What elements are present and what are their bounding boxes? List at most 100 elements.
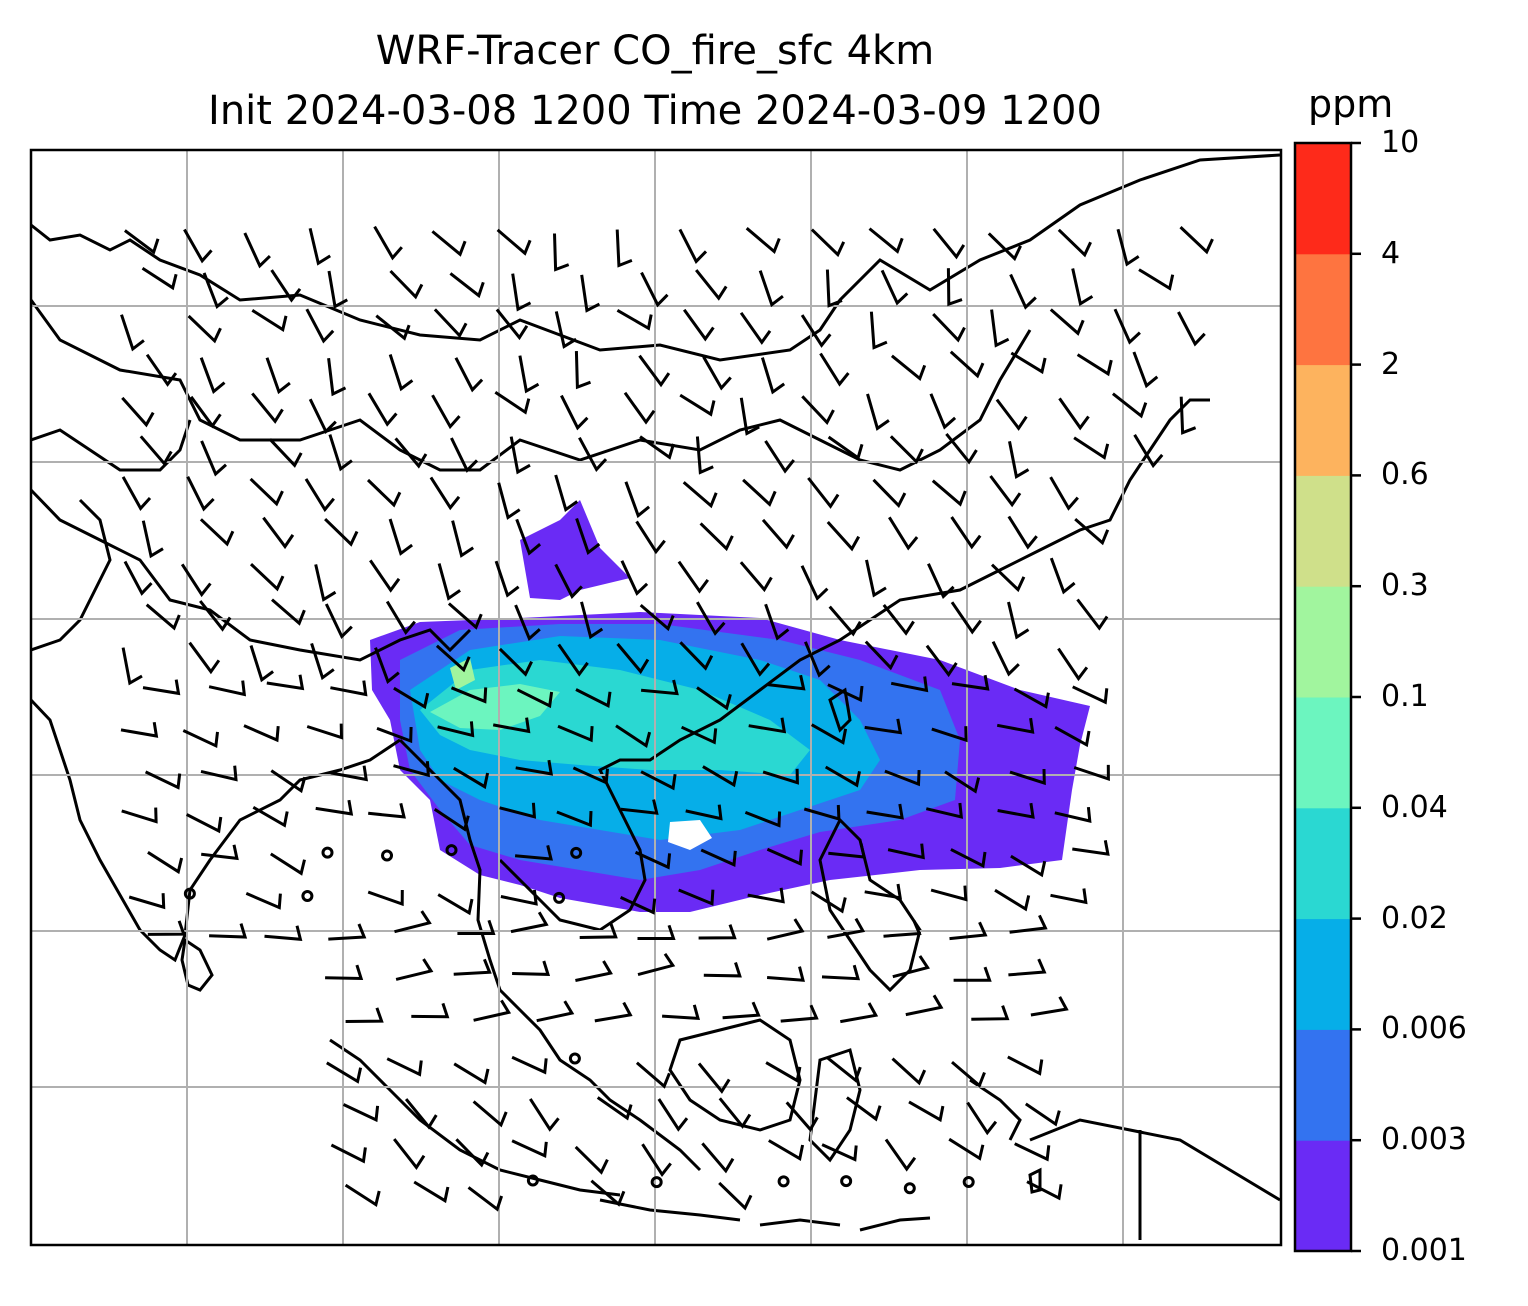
calm-wind-marker — [526, 1174, 539, 1187]
wind-barb — [766, 966, 805, 982]
wind-barb — [930, 885, 968, 902]
wind-barb — [1074, 517, 1110, 546]
wind-barb — [594, 1001, 633, 1023]
wind-barb — [304, 478, 335, 513]
wind-barb — [1132, 351, 1159, 389]
wind-barb — [243, 232, 271, 269]
wind-barb — [1030, 996, 1069, 1017]
wind-barb — [518, 355, 540, 394]
wind-barb — [249, 563, 285, 592]
wind-barb — [450, 686, 488, 704]
wind-barb — [472, 1100, 508, 1128]
wind-barb — [121, 476, 152, 511]
wind-barb — [200, 765, 238, 782]
wind-barb — [450, 437, 479, 473]
wind-barb — [330, 1143, 367, 1164]
wind-barb — [199, 518, 235, 547]
colorbar-tick-label: 0.6 — [1381, 457, 1429, 493]
wind-barb — [580, 274, 601, 313]
wind-barb — [330, 680, 368, 697]
calm-wind-marker — [381, 849, 394, 862]
wind-barb — [590, 1179, 626, 1207]
wind-barb — [1072, 685, 1109, 705]
wind-barb — [884, 769, 921, 787]
wind-barb — [951, 1060, 986, 1089]
wind-barb — [368, 802, 406, 819]
wind-barb — [951, 674, 990, 691]
wind-barb — [325, 964, 364, 981]
wind-barb — [615, 724, 652, 749]
wind-barb — [394, 437, 428, 469]
calm-wind-marker — [903, 1182, 916, 1195]
wind-barb — [270, 269, 302, 303]
wind-barb — [556, 810, 593, 828]
wind-barb — [1073, 436, 1110, 460]
wind-barb — [366, 478, 402, 508]
wind-barb — [579, 923, 618, 939]
wind-barb — [996, 717, 1035, 734]
wind-barb — [512, 960, 551, 976]
colorbar-tick-label: 0.04 — [1381, 789, 1448, 825]
wind-barb — [971, 1005, 1010, 1021]
wind-barb — [785, 1101, 819, 1133]
wind-barb — [679, 393, 716, 417]
wind-barb — [515, 518, 542, 556]
wind-barb — [433, 808, 470, 832]
wind-barb — [1008, 441, 1030, 479]
map-panel — [31, 150, 1281, 1245]
colorbar-segment — [1295, 697, 1351, 809]
wind-barb — [1113, 308, 1141, 345]
wind-barb — [682, 308, 715, 342]
wind-barb — [243, 724, 280, 743]
wind-barb — [657, 1098, 689, 1132]
wind-barb — [953, 966, 992, 982]
wind-barb — [393, 761, 430, 778]
wind-barb — [1177, 311, 1206, 347]
wind-barb — [200, 440, 227, 477]
wind-barb — [827, 683, 864, 703]
wind-barb — [883, 920, 922, 938]
calm-wind-marker — [650, 1176, 663, 1189]
wind-barb — [821, 964, 861, 981]
wind-barb — [639, 603, 675, 632]
wind-barb — [1179, 396, 1197, 435]
wind-barb — [678, 888, 715, 906]
wind-barb — [739, 397, 760, 436]
wind-barb — [637, 952, 676, 977]
wind-barb — [557, 724, 594, 743]
wind-barb — [305, 308, 335, 344]
wind-barb — [990, 563, 1026, 593]
wind-barb — [330, 765, 369, 782]
wind-barb — [925, 644, 958, 678]
wind-barb — [1007, 601, 1030, 640]
wind-barb — [147, 920, 186, 936]
wind-barb — [702, 765, 739, 788]
wind-barb — [1076, 353, 1113, 377]
wind-barb — [124, 229, 160, 255]
wind-barb — [498, 647, 533, 677]
wind-barb — [447, 602, 483, 630]
colorbar-tick-label: 4 — [1381, 235, 1401, 271]
wind-barb — [869, 311, 888, 350]
wind-barb — [123, 560, 153, 596]
wind-barb — [388, 518, 413, 556]
wind-barb — [826, 520, 861, 552]
wind-barb — [892, 955, 931, 979]
wind-barb — [1049, 557, 1076, 595]
wind-barb — [578, 436, 608, 472]
wind-barb — [201, 844, 239, 861]
wind-barb — [932, 313, 966, 343]
wind-barb — [575, 960, 613, 982]
wind-barb — [373, 225, 403, 261]
wind-barb — [695, 601, 726, 636]
wind-barb — [1013, 687, 1050, 709]
wind-barb — [1076, 598, 1109, 631]
wind-barb — [635, 520, 666, 555]
wind-barb — [1072, 840, 1110, 856]
gridlines — [31, 150, 1281, 1245]
wind-barb — [698, 924, 737, 940]
wind-barb — [950, 601, 982, 635]
wind-barb — [908, 1100, 945, 1123]
wind-barb — [186, 476, 215, 512]
